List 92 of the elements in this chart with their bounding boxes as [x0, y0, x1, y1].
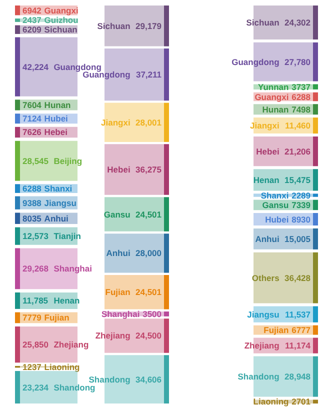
data-label: 28,001	[136, 117, 162, 128]
category-label: Anhui	[106, 248, 130, 258]
category-label: Shanxi	[260, 190, 289, 200]
category-label: Fujian	[105, 287, 130, 298]
data-label: 3737	[292, 82, 311, 92]
data-label: 7779	[22, 312, 42, 323]
data-label: 28,948	[284, 372, 311, 382]
category-label: Jiangsu	[247, 309, 280, 320]
data-label: 28,000	[136, 248, 162, 258]
category-label: Liaoning	[253, 396, 289, 407]
data-label: 3500	[142, 308, 162, 319]
data-label: 42,224	[22, 62, 49, 72]
category-label: Shanghai	[101, 308, 140, 319]
category-label: Zhejiang	[54, 340, 89, 350]
category-label: Hebei	[256, 146, 280, 156]
category-label: Jiangxi	[250, 120, 280, 131]
category-label: Shandong	[88, 374, 130, 384]
data-label: 2701	[292, 396, 311, 407]
data-label: 7626	[22, 127, 42, 138]
category-label: Sichuan	[97, 20, 130, 31]
data-label: 1237	[22, 362, 42, 372]
category-label: Liaoning	[44, 362, 80, 372]
data-label: 15,475	[284, 174, 311, 185]
category-label: Guizhou	[44, 15, 78, 26]
data-label: 7604	[22, 100, 42, 110]
category-label: Anhui	[255, 234, 280, 244]
data-label: 2437	[22, 15, 42, 26]
data-label: 6777	[292, 325, 311, 336]
category-label: Sichuan	[44, 24, 78, 35]
data-label: 6288	[292, 92, 311, 102]
category-label: Hebei	[44, 127, 68, 138]
category-label: Sichuan	[246, 17, 280, 28]
category-label: Gansu	[262, 200, 289, 210]
category-label: Shandong	[238, 372, 280, 382]
data-label: 36,275	[136, 164, 162, 175]
category-label: Others	[252, 272, 280, 283]
category-label: Zhejiang	[244, 340, 280, 351]
data-label: 21,206	[284, 146, 311, 156]
category-label: Shanghai	[54, 264, 92, 274]
data-label: 7498	[292, 104, 311, 114]
category-label: Hubei	[44, 114, 68, 124]
category-label: Tianjin	[54, 231, 81, 242]
data-label: 36,428	[284, 272, 311, 283]
category-label: Guangdong	[232, 56, 280, 67]
category-label: Hubei	[265, 214, 289, 224]
data-label: 11,174	[284, 340, 311, 351]
category-label: Jiangxi	[101, 117, 130, 128]
category-label: Fujian	[264, 325, 289, 336]
category-label: Hebei	[107, 164, 130, 175]
data-label: 24,500	[136, 330, 162, 341]
category-label: Shanxi	[44, 184, 72, 194]
data-label: 8035	[22, 213, 42, 224]
category-label: Gansu	[104, 209, 130, 220]
data-label: 11,537	[284, 309, 311, 320]
category-label: Yunnan	[258, 82, 289, 92]
category-label: Hunan	[44, 100, 71, 110]
category-label: Guangdong	[54, 62, 102, 72]
category-label: Jiangsu	[44, 198, 76, 208]
category-label: Fujian	[44, 312, 70, 323]
data-label: 6942	[22, 5, 42, 16]
category-label: Guangdong	[82, 70, 130, 80]
category-label: Hunan	[262, 104, 289, 114]
data-label: 24,501	[136, 209, 162, 220]
data-label: 24,501	[136, 287, 162, 298]
data-label: 11,785	[22, 296, 48, 306]
data-label: 7339	[292, 200, 311, 210]
data-label: 34,606	[136, 374, 162, 384]
category-label: Henan	[253, 174, 280, 185]
data-label: 2289	[292, 190, 311, 200]
data-label: 11,460	[284, 120, 311, 131]
category-label: Anhui	[44, 213, 68, 224]
data-label: 28,545	[22, 156, 49, 166]
data-label: 15,005	[284, 234, 311, 244]
data-label: 23,234	[22, 382, 49, 392]
data-label: 6209	[22, 24, 42, 35]
data-label: 8930	[292, 214, 311, 224]
category-label: Guangxi	[44, 5, 78, 16]
data-label: 7124	[22, 114, 42, 124]
category-label: Zhejiang	[95, 330, 130, 341]
data-label: 27,780	[284, 56, 311, 67]
data-label: 37,211	[136, 70, 162, 80]
category-label: Shandong	[54, 382, 96, 392]
data-label: 25,850	[22, 340, 49, 350]
category-label: Beijing	[54, 156, 82, 166]
data-label: 24,302	[284, 17, 311, 28]
category-label: Guangxi	[254, 92, 289, 102]
category-label: Henan	[54, 296, 80, 306]
data-label: 29,268	[22, 264, 49, 274]
data-label: 6288	[22, 184, 42, 194]
data-label: 12,573	[22, 231, 49, 242]
data-label: 9388	[22, 198, 42, 208]
data-label: 29,179	[136, 20, 162, 31]
